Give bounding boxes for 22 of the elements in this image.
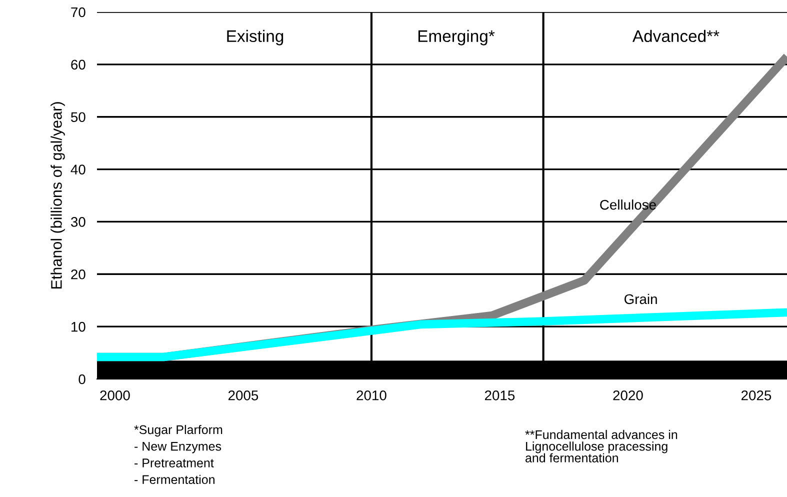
y-tick-label: 10: [72, 322, 86, 332]
x-tick-label: 2015: [484, 390, 515, 400]
text: **Fundamental advances in Lignocellulose pracessing and fermentation: [525, 430, 678, 462]
text: *Sugar Plarform - New Enzymes - Pretreatment - Fermentation: [134, 424, 222, 484]
x-tick-label: 2020: [613, 390, 643, 400]
x-tick-label: 2010: [356, 390, 386, 400]
x-tick-label: 2000: [100, 390, 130, 400]
annotation: Advanced**: [632, 30, 720, 42]
annotation: Existing: [227, 30, 284, 46]
y-axis-title: Ethanol (billions of gal/year): [50, 102, 65, 289]
y-tick-label: 30: [70, 217, 86, 227]
x-tick-label: 2025: [741, 390, 772, 400]
annotation: Emerging*: [418, 30, 495, 46]
series-label: Cellulose: [600, 200, 656, 210]
series-label: Grain: [624, 294, 657, 304]
y-tick-label: 40: [70, 164, 86, 174]
y-tick-label: 20: [71, 269, 86, 280]
y-tick-label: 60: [71, 60, 86, 70]
x-tick-label: 2005: [228, 390, 258, 400]
y-tick-label: 50: [70, 112, 86, 122]
y-tick-label: 0: [78, 374, 86, 384]
y-tick-label: 70: [71, 7, 86, 18]
